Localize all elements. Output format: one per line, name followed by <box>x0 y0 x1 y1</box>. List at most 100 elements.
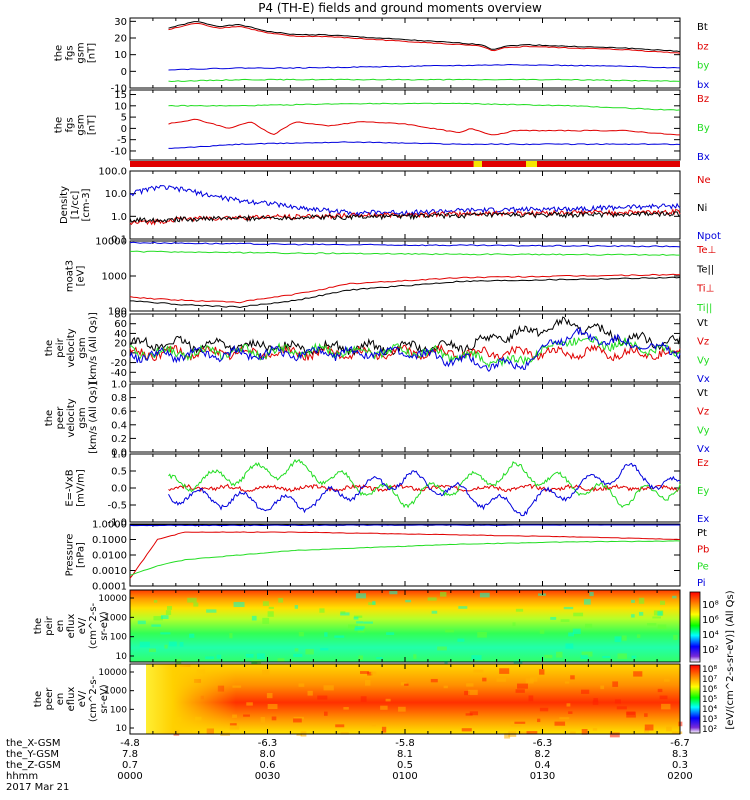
colorbar-bottom-label: 10⁶ <box>702 685 717 695</box>
peir_spectrogram-cell <box>153 616 163 621</box>
fgs_gse-series-by <box>168 102 681 111</box>
peir_spectrogram-cell <box>445 629 454 633</box>
peir_spectrogram-cell <box>193 602 199 607</box>
peir_spectrogram-cell <box>278 598 284 603</box>
pressure-legend-1: Pb <box>697 545 709 556</box>
peir_spectrogram-cell <box>363 621 373 624</box>
xaxis-value-y: 8.3 <box>672 749 688 760</box>
peir_spectrogram-cell <box>631 599 635 603</box>
efield-legend-0: Ez <box>697 458 709 469</box>
peir_spectrogram-cell <box>437 646 447 651</box>
peer_velocity-ytick: 0.0 <box>111 448 127 459</box>
fgs_gsm-ytick: 20 <box>114 34 127 45</box>
peir_spectrogram-cell <box>137 620 146 625</box>
peir_velocity-ytick: -20 <box>111 358 127 369</box>
peir_spectrogram-cell <box>293 653 303 658</box>
peir_spectrogram-cell <box>563 606 574 610</box>
panels: thefgsgsm[nT]3020100-10Btbzbybxthefgsgsm… <box>33 17 736 739</box>
peir_spectrogram-cell <box>268 606 274 609</box>
fgs_gsm-series-bt <box>168 21 681 53</box>
peir_spectrogram-cell <box>165 610 172 616</box>
peer_spectrogram-cell <box>323 685 334 691</box>
peer_spectrogram-cell <box>592 728 598 731</box>
peer_spectrogram-cell <box>612 681 619 687</box>
xaxis-value-x: -6.7 <box>670 738 690 749</box>
peer_velocity-ytick: 0.2 <box>111 434 127 445</box>
peir_spectrogram-cell <box>560 619 570 622</box>
fgs_gsm-legend-1: bz <box>697 41 709 52</box>
peir_spectrogram-cell <box>233 601 245 608</box>
peir_spectrogram-cell <box>589 591 594 597</box>
peir_spectrogram-cell <box>358 655 363 660</box>
peir_spectrogram-cell <box>256 653 265 660</box>
xaxis-value-t: 0200 <box>667 771 692 782</box>
peir_velocity-series-vz <box>129 343 681 362</box>
xaxis-value-z: 0.7 <box>122 760 138 771</box>
xaxis-value-y: 8.2 <box>535 749 551 760</box>
peir_spectrogram-cell <box>389 591 398 595</box>
peir_spectrogram-cell <box>324 632 328 637</box>
peir_spectrogram-cell <box>672 595 677 599</box>
peer_spectrogram-cell <box>243 714 250 717</box>
fgs_gsm-legend-3: bx <box>697 80 709 91</box>
peir_spectrogram-cell <box>376 657 383 660</box>
peer_spectrogram-cell <box>380 705 388 710</box>
density-series-npot <box>129 210 681 224</box>
peer_spectrogram-cell <box>262 669 270 675</box>
peer_spectrogram-cell <box>592 700 599 705</box>
peir_spectrogram-cell <box>583 598 591 605</box>
pressure-series-pe <box>129 540 681 576</box>
efield-ytick: -1.0 <box>107 518 127 529</box>
peer_velocity-frame <box>129 383 681 453</box>
peir_spectrogram-cell <box>544 654 553 659</box>
colorbar-bottom-label: 10⁷ <box>702 675 717 685</box>
efield-legend-2: Ex <box>697 514 709 525</box>
peir_velocity-legend-1: Vz <box>697 337 709 348</box>
peir_spectrogram-cell <box>262 601 269 606</box>
peer_velocity-legend-2: Vy <box>697 425 710 436</box>
xaxis-value-t: 0000 <box>117 771 142 782</box>
peir_spectrogram-cell <box>602 655 611 659</box>
peir_spectrogram-cell <box>139 641 150 648</box>
peir_spectrogram-ylabel: thepeirenefluxeV/(cm^2-s-sr-eV) <box>33 602 110 649</box>
fgs_gse-ylabel: thefgsgsm[nT] <box>54 114 98 135</box>
efield-series-ex <box>168 462 681 517</box>
peer_spectrogram-cell <box>317 695 328 700</box>
xaxis-row-label: the_Z-GSM <box>6 760 61 771</box>
peir_spectrogram-cell <box>168 641 177 647</box>
peer_spectrogram-cell <box>663 678 670 682</box>
peer_spectrogram-cell <box>469 711 479 716</box>
fgs_gsm-legend-2: by <box>697 61 709 72</box>
xaxis-value-x: -6.3 <box>533 738 553 749</box>
peer_spectrogram-cell <box>519 731 531 735</box>
peir_velocity-series-vx <box>129 327 681 372</box>
peer_spectrogram-cell <box>559 717 570 720</box>
peer_spectrogram-cell <box>335 724 345 728</box>
plot-title: P4 (TH-E) fields and ground moments over… <box>258 1 542 15</box>
peer_spectrogram-cell <box>364 679 371 686</box>
peir_spectrogram-cell <box>673 634 678 640</box>
xaxis-value-t: 0030 <box>255 771 280 782</box>
fgs_gsm-ylabel: thefgsgsm[nT] <box>54 42 98 63</box>
density-legend-2: Npot <box>697 231 721 242</box>
fgs_gsm-series-bx <box>168 63 681 71</box>
peer_velocity-ytick: 1.0 <box>111 380 127 391</box>
pressure-legend-0: Pt <box>697 528 707 539</box>
peer_spectrogram-cell <box>232 685 242 688</box>
temperature-legend-3: Ti|| <box>696 303 712 314</box>
density-frame <box>129 170 681 240</box>
temperature-legend-0: Te⊥ <box>696 245 716 256</box>
peir_spectrogram-cell <box>568 632 575 637</box>
peir_spectrogram-cell <box>179 641 184 647</box>
xaxis-value-z: 0.5 <box>397 760 413 771</box>
peir_spectrogram-cell <box>354 628 364 631</box>
peer_velocity-legend-1: Vz <box>697 407 709 418</box>
colorbar-bottom-label: 10⁴ <box>702 705 717 715</box>
peir_spectrogram-cell <box>355 593 367 599</box>
peer_spectrogram-ylabel: thepeerenefluxeV/(cm^2-s-sr-eV) <box>33 675 110 722</box>
peer_spectrogram-cell <box>360 696 367 702</box>
peer_velocity-legend-0: Vt <box>697 388 708 399</box>
peer-spectrogram-early <box>146 664 236 734</box>
status-bar-segment <box>473 161 482 167</box>
peer_spectrogram-cell <box>514 721 526 724</box>
